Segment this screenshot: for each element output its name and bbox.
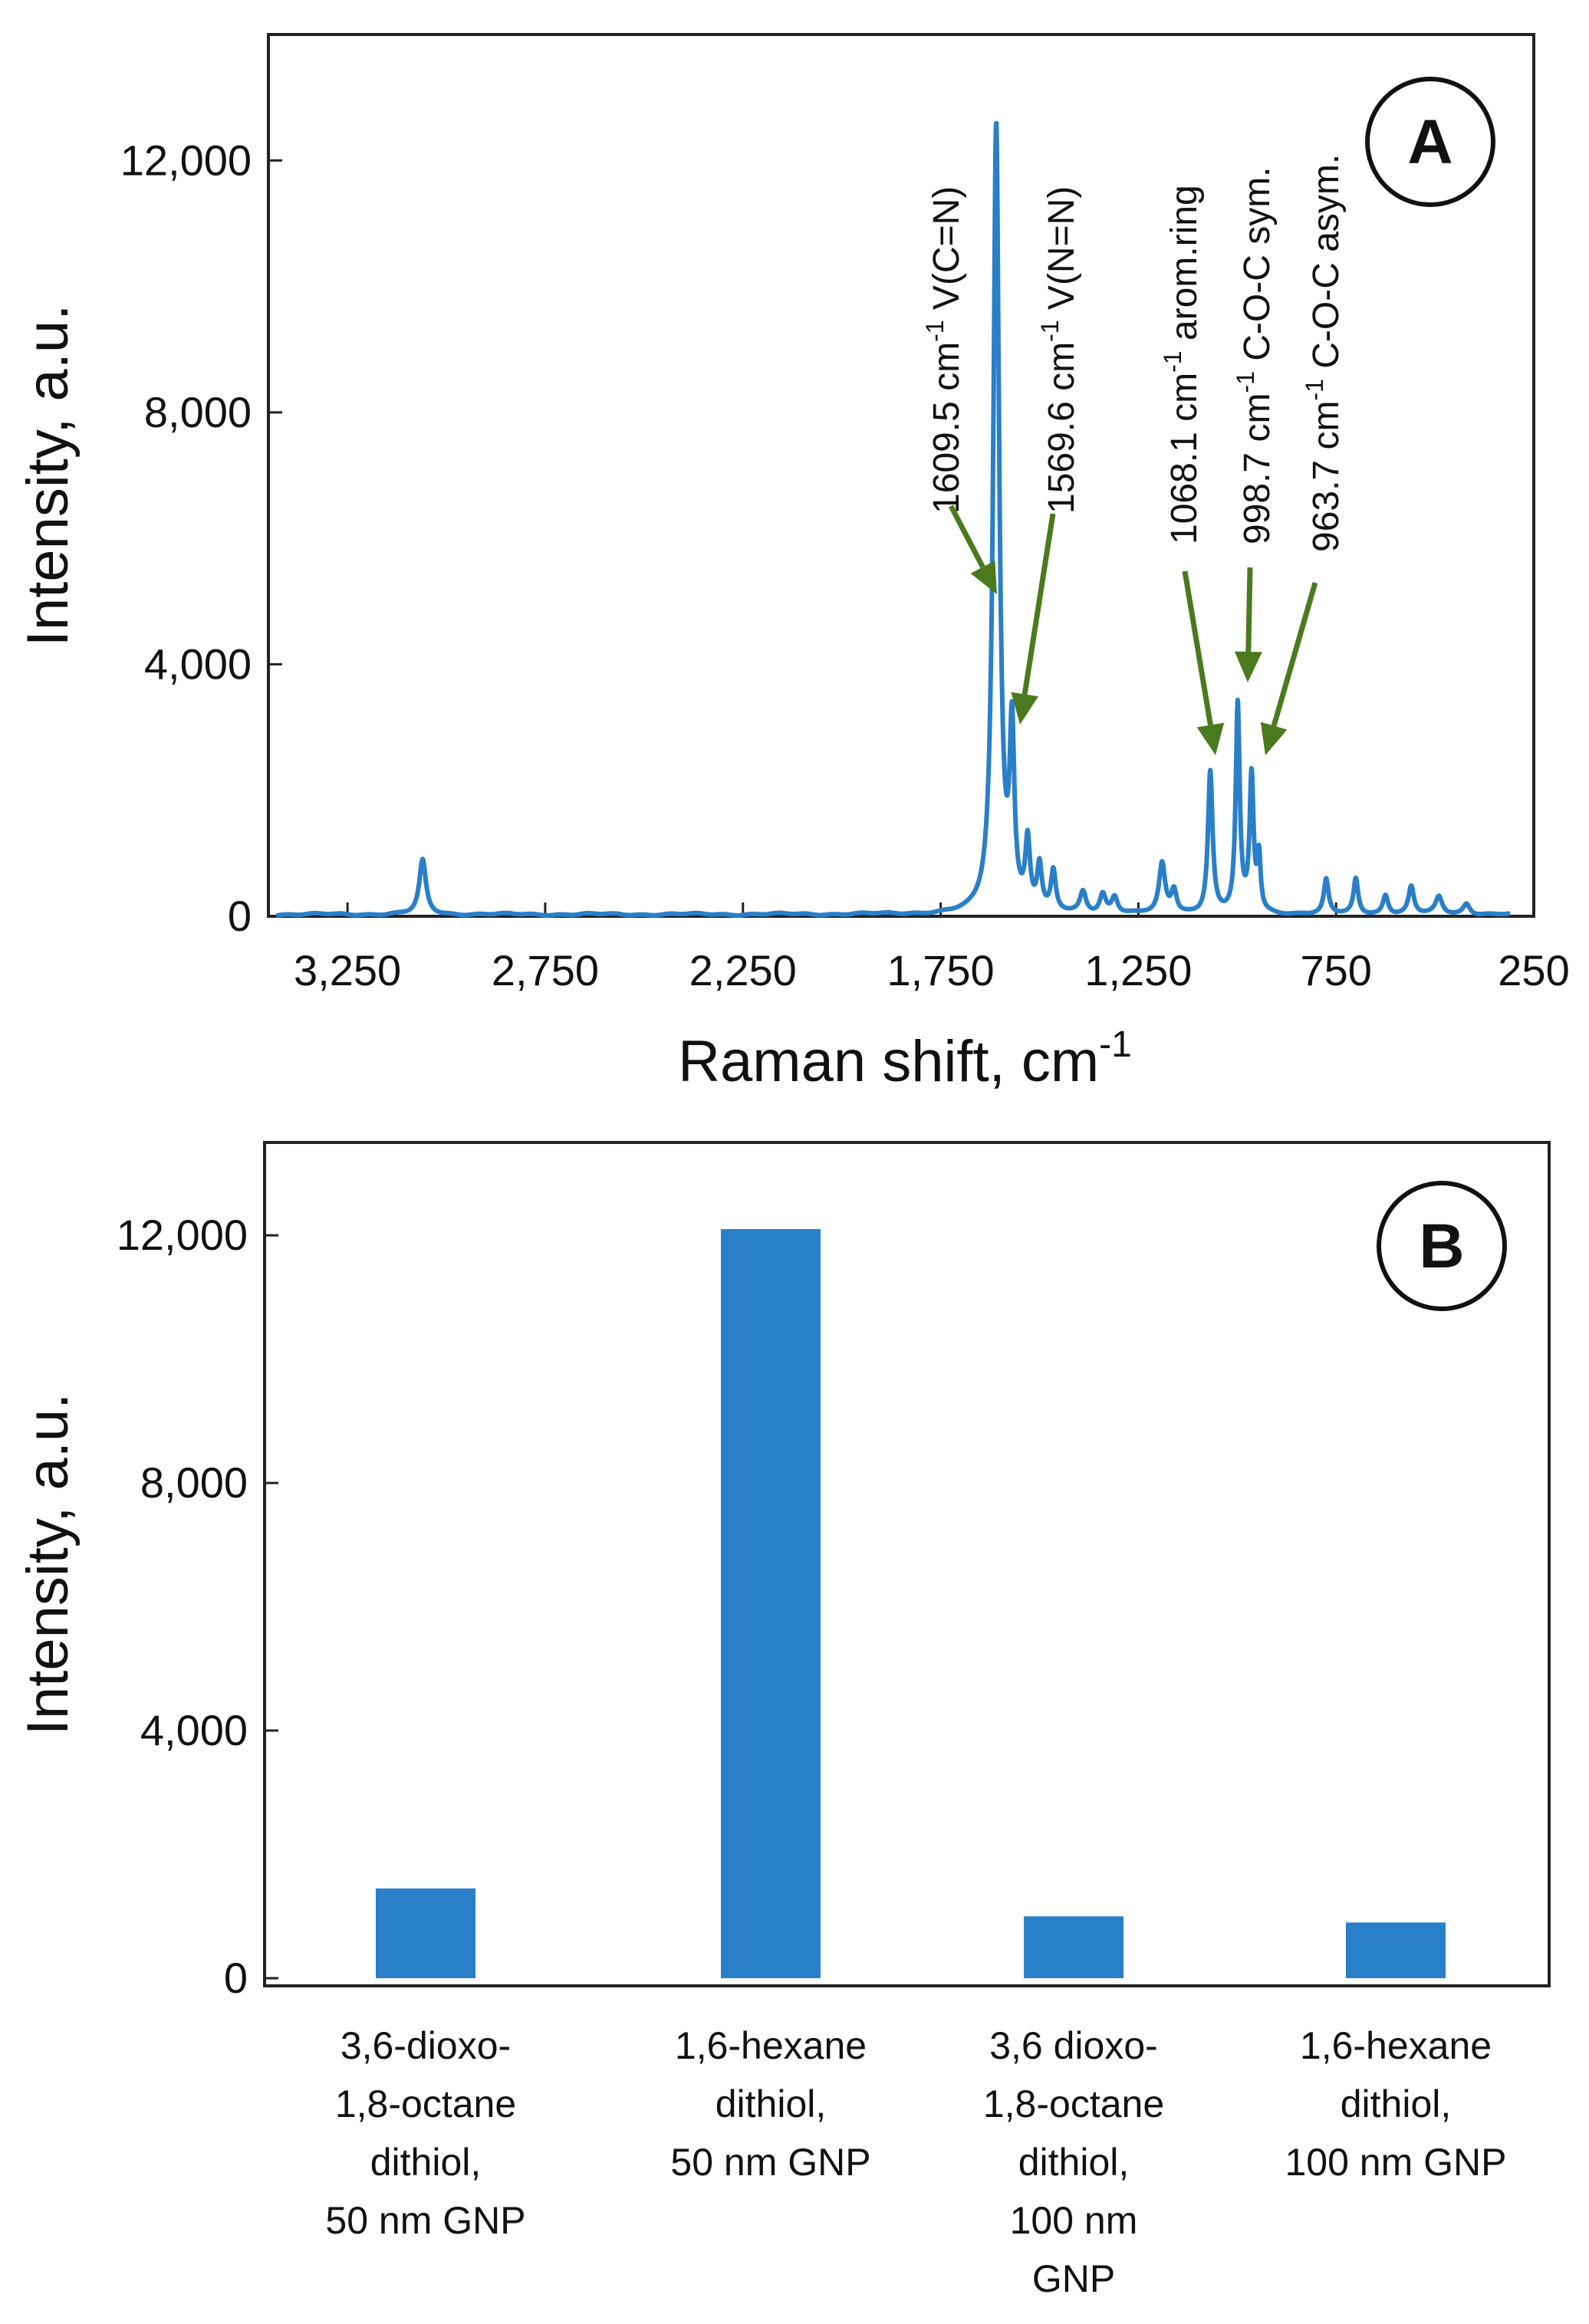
- panel-b-category-label-line: 3,6-dioxo-: [340, 2024, 511, 2067]
- panel-b-y-tick-label: 4,000: [140, 1706, 248, 1754]
- panel-b-bars: [376, 1229, 1446, 1978]
- panel-b-y-tick-label: 8,000: [140, 1458, 248, 1507]
- panel-a-y-axis-label: Intensity, a.u.: [15, 304, 81, 646]
- panel-b-label-circle: [1377, 1181, 1507, 1311]
- panel-a-y-tick-label: 0: [228, 892, 252, 940]
- panel-a-annotation-arrow-shaft: [1022, 513, 1056, 695]
- panel-a-x-axis-label-sup: -1: [1099, 1024, 1132, 1065]
- panel-b-category-label-line: 1,6-hexane: [675, 2024, 867, 2067]
- panel-a: 0 4,000 8,000 12,000 3,250 2,750 2,250 1,750 1,…: [15, 33, 1570, 1094]
- panel-b-category-label-line: 1,8-octane: [335, 2082, 516, 2125]
- peak-annotation-sup: -1: [1036, 320, 1064, 341]
- panel-a-annotation-arrow-shaft: [1271, 582, 1318, 727]
- panel-b-y-tick-label: 0: [224, 1954, 248, 2002]
- peak-annotation-assignment: arom.ring: [1164, 185, 1205, 350]
- panel-a-peak-annotation: 1609.5 cm-1 V(C=N): [921, 186, 967, 514]
- panel-a-y-ticks: 0 4,000 8,000 12,000: [120, 136, 282, 940]
- panel-a-x-tick-label: 250: [1498, 946, 1569, 994]
- panel-b-bar: [1024, 1916, 1123, 1978]
- panel-a-plot-frame: [267, 33, 1535, 918]
- panel-a-x-tick-label: 1,250: [1084, 946, 1192, 994]
- panel-b-category-label-line: dithiol,: [1341, 2082, 1452, 2125]
- peak-annotation-assignment: C-O-C asym.: [1306, 154, 1347, 379]
- panel-a-annotation-arrow-shaft: [1245, 567, 1253, 652]
- panel-a-label-circle: [1365, 77, 1495, 207]
- peak-annotation-value: 1068.1 cm: [1164, 373, 1205, 544]
- panel-a-annotation-arrow-head: [1260, 722, 1288, 755]
- panel-a-peak-annotation: 998.7 cm-1 C-O-C sym.: [1232, 166, 1278, 544]
- panel-a-spectrum-line: [274, 120, 1512, 918]
- peak-annotation-assignment: C-O-C sym.: [1237, 166, 1278, 371]
- panel-b-bar: [376, 1888, 475, 1978]
- panel-b-category-label-line: dithiol,: [1018, 2141, 1130, 2184]
- peak-annotation-value: 1609.5 cm: [926, 342, 967, 514]
- panel-b: 0 4,000 8,000 12,000 3,6-dioxo- 1,8-octane di…: [15, 1141, 1551, 2300]
- panel-a-peak-annotation: 1068.1 cm-1 arom.ring: [1159, 185, 1205, 544]
- panel-b-label-text: B: [1419, 1211, 1464, 1281]
- peak-annotation-value: 963.7 cm: [1306, 401, 1347, 552]
- panel-b-category-label-line: dithiol,: [370, 2141, 482, 2184]
- panel-a-y-tick-label: 4,000: [144, 639, 252, 688]
- panel-b-category-label-line: dithiol,: [716, 2082, 827, 2125]
- panel-a-x-tick-label: 3,250: [294, 946, 401, 994]
- peak-annotation-sup: -1: [921, 320, 949, 341]
- panel-a-x-tick-label: 750: [1300, 946, 1371, 994]
- panel-a-y-tick-label: 12,000: [120, 136, 252, 184]
- panel-b-bar: [1346, 1922, 1446, 1978]
- panel-a-label-text: A: [1407, 107, 1452, 177]
- panel-a-x-ticks: 3,250 2,750 2,250 1,750 1,250 750 250: [294, 902, 1570, 994]
- panel-b-category-label-line: 100 nm GNP: [1285, 2141, 1506, 2184]
- panel-b-y-ticks: 0 4,000 8,000 12,000: [117, 1211, 278, 2002]
- panel-b-category-label-line: 100 nm: [1010, 2199, 1138, 2242]
- panel-a-label: A: [1365, 77, 1495, 207]
- panel-a-x-tick-label: 2,250: [689, 946, 797, 994]
- panel-a-x-axis-label: Raman shift, cm-1: [678, 1024, 1132, 1094]
- panel-b-label: B: [1377, 1181, 1507, 1311]
- panel-b-category-label-line: 50 nm GNP: [325, 2199, 525, 2242]
- panel-a-annotation-arrow-head: [1011, 692, 1038, 725]
- panel-b-y-tick-label: 12,000: [117, 1211, 248, 1259]
- panel-b-category-label-line: 1,8-octane: [983, 2082, 1164, 2125]
- panel-a-peak-annotation: 963.7 cm-1 C-O-C asym.: [1301, 154, 1347, 552]
- peak-annotation-value: 998.7 cm: [1237, 393, 1278, 544]
- panel-a-annotation-arrow-head: [970, 560, 997, 594]
- peak-annotation-sup: -1: [1232, 371, 1259, 393]
- panel-a-x-tick-label: 1,750: [887, 946, 994, 994]
- panel-b-category-label-line: 3,6 dioxo-: [989, 2024, 1158, 2067]
- peak-annotation-value: 1569.6 cm: [1041, 342, 1082, 514]
- panel-b-bar: [721, 1229, 821, 1978]
- peak-annotation-sup: -1: [1159, 350, 1186, 372]
- panel-a-y-tick-label: 8,000: [144, 388, 252, 436]
- panel-a-peak-annotation: 1569.6 cm-1 V(N=N): [1036, 186, 1082, 514]
- panel-a-x-tick-label: 2,750: [492, 946, 599, 994]
- peak-annotation-assignment: V(C=N): [926, 186, 967, 320]
- panel-b-category-label-line: GNP: [1032, 2257, 1115, 2300]
- panel-b-y-axis-label: Intensity, a.u.: [15, 1393, 81, 1735]
- panel-b-category-label-line: 1,6-hexane: [1300, 2024, 1492, 2067]
- panel-b-category-labels: 3,6-dioxo- 1,8-octane dithiol, 50 nm GNP 1,6…: [325, 2024, 1506, 2300]
- panel-a-annotation-arrow-shaft: [1182, 570, 1213, 726]
- panel-a-x-axis-label-text: Raman shift, cm: [678, 1029, 1099, 1094]
- panel-b-category-label-line: 50 nm GNP: [670, 2141, 870, 2184]
- panel-b-plot-frame: [263, 1141, 1551, 1987]
- panel-a-annotation-arrow-shaft: [948, 505, 985, 569]
- panel-a-annotations: 1609.5 cm-1 V(C=N)1569.6 cm-1 V(N=N)1068…: [921, 154, 1347, 755]
- peak-annotation-assignment: V(N=N): [1041, 186, 1082, 320]
- panel-a-annotation-arrow-head: [1234, 651, 1262, 682]
- peak-annotation-sup: -1: [1301, 379, 1328, 400]
- panel-a-annotation-arrow-head: [1196, 722, 1225, 755]
